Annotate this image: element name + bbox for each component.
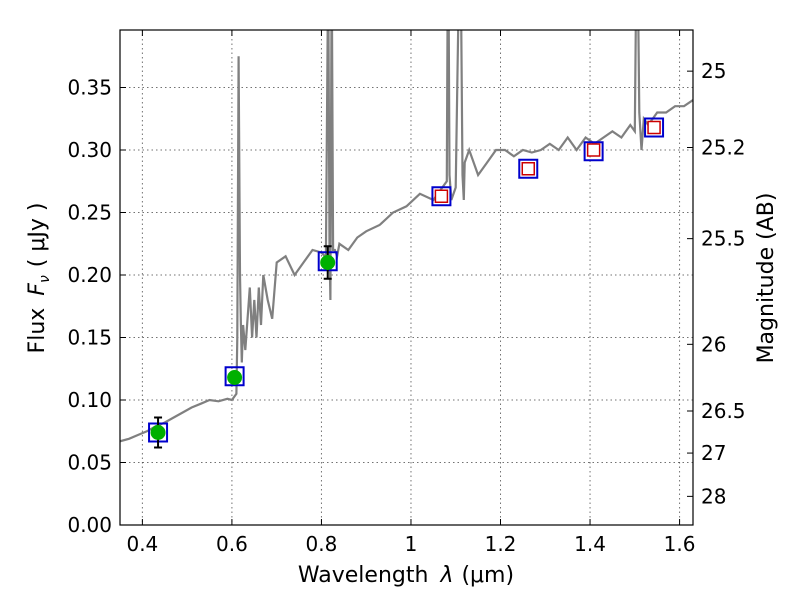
observed-point — [227, 370, 243, 385]
right-tick-label: 25 — [701, 59, 726, 83]
right-tick-label: 26.5 — [701, 399, 746, 423]
red-square-marker — [586, 143, 601, 157]
right-axis-label: Magnitude (AB) — [754, 193, 779, 364]
right-ticks: 25 25.2 25.5 26 26.5 27 28 — [687, 59, 746, 508]
y-tick-label: 0.15 — [67, 326, 112, 350]
y-tick-label: 0.35 — [67, 76, 112, 100]
x-tick-label: 0.4 — [126, 532, 158, 556]
y-tick-label: 0.05 — [67, 451, 112, 475]
blue-square-marker — [583, 141, 604, 162]
x-tick-label: 1.2 — [485, 532, 517, 556]
x-tick-label: 1 — [405, 532, 418, 556]
blue-square-marker — [644, 117, 665, 138]
x-tick-label: 1.4 — [574, 532, 606, 556]
blue-square-marker — [518, 158, 539, 179]
x-ticks: 0.4 0.6 0.8 1 1.2 1.4 1.6 — [126, 30, 695, 556]
y-tick-label: 0.30 — [67, 138, 112, 162]
markers-layer — [148, 117, 665, 449]
y-tick-label: 0.00 — [67, 513, 112, 537]
right-tick-label: 26 — [701, 332, 726, 356]
plot-frame — [119, 29, 694, 526]
right-tick-label: 25.2 — [701, 136, 746, 160]
x-tick-label: 1.6 — [664, 532, 696, 556]
spectrum-layer — [120, 30, 693, 443]
x-tick-label: 0.6 — [216, 532, 248, 556]
y-axis-label: FluxFν( μJy ) — [25, 203, 53, 354]
red-square-marker — [434, 189, 449, 203]
x-axis-label: Wavelength λ (μm) — [298, 563, 514, 588]
x-tick-label: 0.8 — [306, 532, 338, 556]
observed-point — [320, 255, 336, 270]
red-square-marker — [647, 120, 661, 135]
red-square-marker — [521, 162, 536, 176]
y-tick-label: 0.25 — [67, 201, 112, 225]
observed-point — [150, 425, 166, 440]
right-tick-label: 25.5 — [701, 227, 746, 251]
blue-square-marker — [224, 366, 245, 387]
model-spectrum-line — [120, 30, 693, 443]
y-tick-label: 0.10 — [67, 388, 112, 412]
right-tick-label: 27 — [701, 441, 726, 465]
y-tick-label: 0.20 — [67, 263, 112, 287]
grid — [120, 30, 693, 525]
y-ticks: 0.00 0.05 0.10 0.15 0.20 0.25 0.30 0.35 — [67, 76, 126, 537]
blue-square-marker — [431, 186, 452, 207]
right-tick-label: 28 — [701, 484, 726, 508]
